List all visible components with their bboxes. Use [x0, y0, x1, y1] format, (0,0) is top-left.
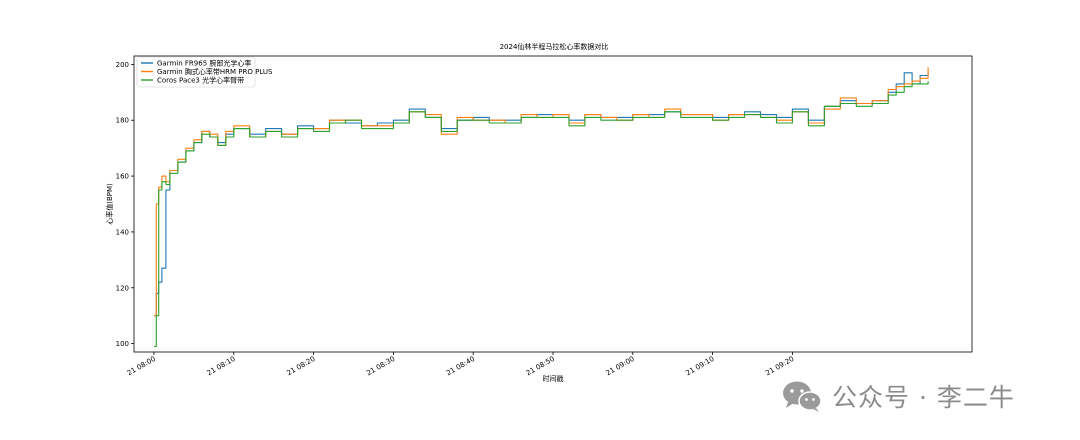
series-layer [154, 67, 929, 347]
x-tick-label: 21 08:40 [445, 355, 476, 378]
series-line-1 [154, 72, 929, 317]
series-line-2 [154, 67, 929, 317]
x-tick-label: 21 08:10 [206, 355, 237, 378]
x-axis-label: 时间戳 [543, 374, 564, 383]
x-axis: 21 08:00 21 08:10 21 08:20 21 08:30 21 08:40… [126, 352, 795, 378]
x-tick-label: 21 08:30 [365, 355, 396, 378]
y-axis: 100 120 140 160 180 200 [116, 61, 134, 348]
y-tick-label: 120 [116, 284, 129, 292]
x-tick-label: 21 08:50 [525, 355, 556, 378]
watermark: 公众号 · 李二牛 [780, 376, 1015, 416]
y-tick-label: 100 [116, 340, 129, 348]
legend-label-3: Coros Pace3 光学心率臂带 [157, 76, 244, 85]
x-tick-label: 21 09:20 [764, 355, 795, 378]
y-tick-label: 160 [116, 173, 129, 181]
chart-title: 2024仙林半程马拉松心率数据对比 [500, 42, 609, 51]
y-tick-label: 180 [116, 117, 129, 125]
legend-box [136, 56, 256, 88]
x-tick-label: 21 08:20 [285, 355, 316, 378]
legend-label-1: Garmin FR965 腕部光学心率 [157, 59, 251, 68]
wechat-icon [783, 381, 822, 412]
y-axis-label: 心率值(BPM) [105, 183, 114, 225]
x-tick-label: 21 09:00 [605, 355, 636, 378]
series-line-3 [154, 81, 929, 347]
y-tick-label: 200 [116, 61, 129, 69]
legend-label-2: Garmin 胸式心率带HRM PRO PLUS [157, 67, 273, 76]
y-tick-label: 140 [116, 228, 129, 236]
x-tick-label: 21 09:10 [685, 355, 716, 378]
watermark-text: 公众号 · 李二牛 [832, 383, 1015, 412]
x-tick-label: 21 08:00 [126, 355, 157, 378]
